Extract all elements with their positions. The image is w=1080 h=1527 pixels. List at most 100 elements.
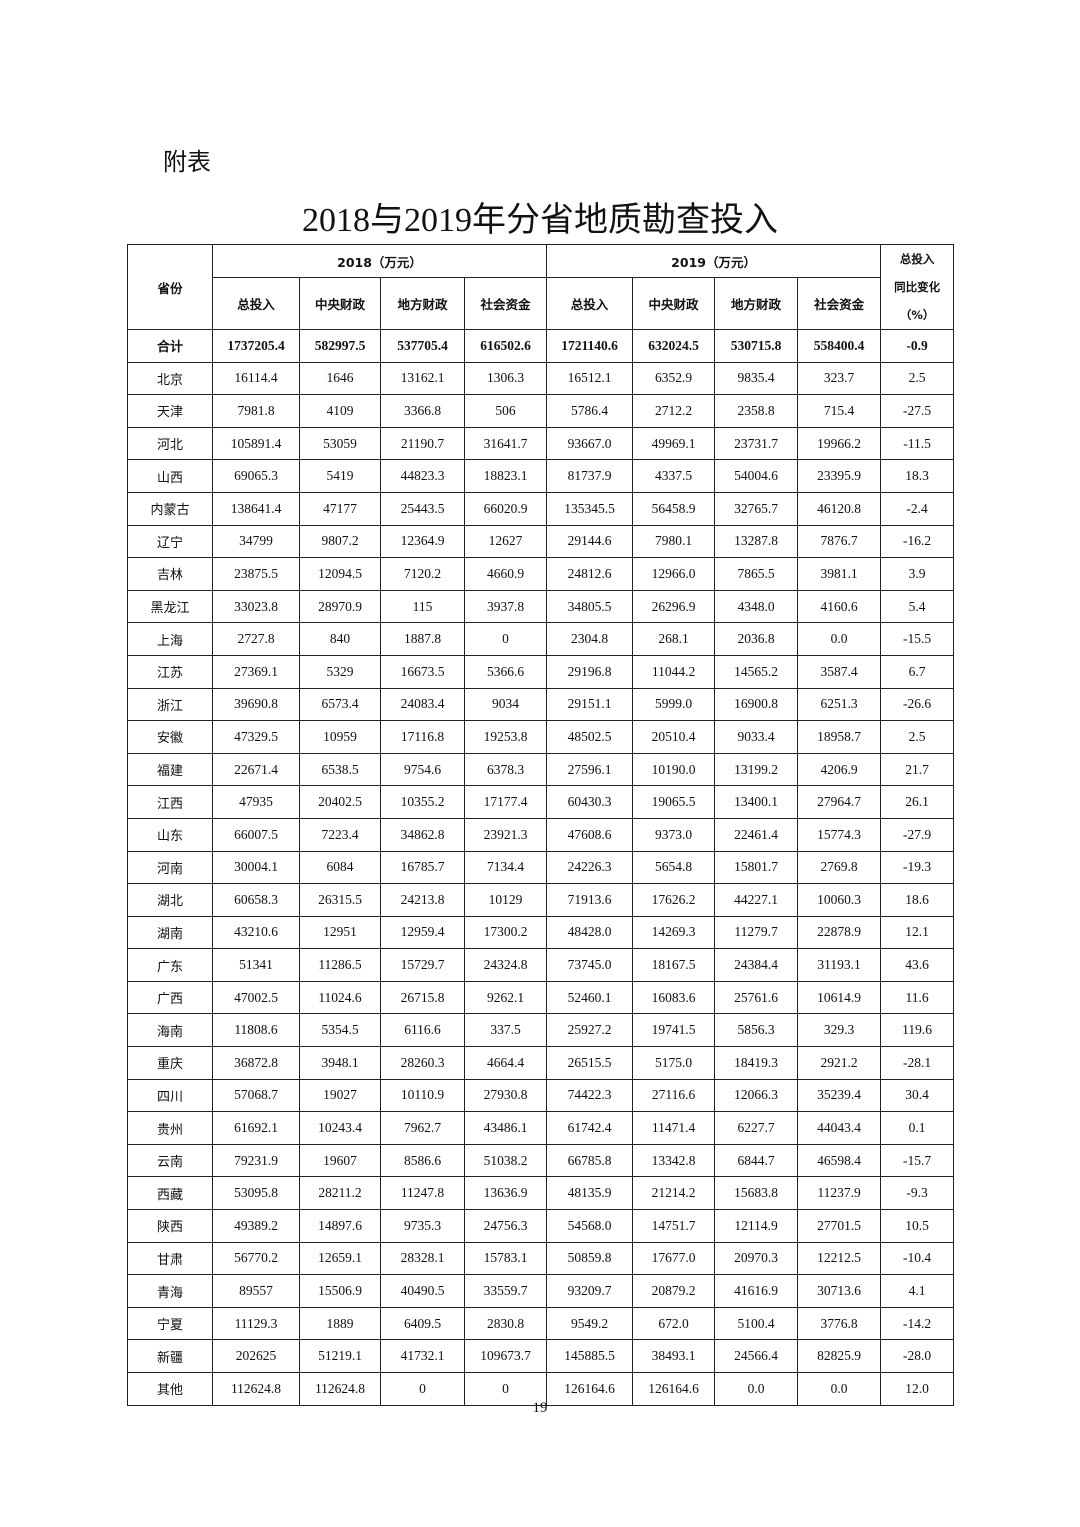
value-cell: 9262.1 [463,980,548,1015]
value-cell: 6844.7 [714,1143,799,1178]
province-cell: 海南 [127,1013,213,1048]
value-cell: -28.1 [880,1046,955,1080]
province-cell: 陕西 [127,1209,213,1243]
value-cell: 7223.4 [299,817,381,852]
value-cell: 18419.3 [714,1046,799,1080]
value-cell: 2769.8 [797,850,882,885]
value-cell: 16114.4 [212,361,300,396]
value-cell: 56770.2 [212,1241,300,1276]
value-cell: 34862.8 [380,817,465,852]
value-cell: 44043.4 [797,1111,882,1145]
value-cell: -2.4 [880,491,955,526]
value-cell: 12.0 [880,1372,955,1406]
value-cell: 1737205.4 [212,329,300,363]
value-cell: 20402.5 [299,785,381,819]
total-row: 合计 1737205.4 582997.5 537705.4 616502.6 17211… [127,329,955,363]
value-cell: 323.7 [797,361,882,396]
subheader-2019-6: 地方财政 [714,277,799,330]
value-cell: 9835.4 [714,361,799,396]
value-cell: 33023.8 [212,589,300,624]
value-cell: 9549.2 [546,1306,634,1341]
value-cell: 12959.4 [380,915,465,950]
table-row: 广东 51341 11286.5 15729.7 24324.8 73745.0 18167… [127,948,955,982]
value-cell: 12094.5 [299,557,381,591]
value-cell: 6352.9 [632,361,716,396]
value-cell: 6409.5 [380,1306,465,1341]
value-cell: 5654.8 [632,850,716,885]
value-cell: 7120.2 [380,557,465,591]
value-cell: 12114.9 [714,1209,799,1243]
page-title: 2018与2019年分省地质勘查投入 [302,202,778,239]
value-cell: 31193.1 [797,948,882,982]
value-cell: 9373.0 [632,817,716,852]
value-cell: 12212.5 [797,1241,882,1276]
value-cell: 3.9 [880,557,955,591]
value-cell: 54004.6 [714,459,799,493]
value-cell: 48135.9 [546,1176,634,1211]
province-cell: 江西 [127,785,213,819]
province-cell: 其他 [127,1372,213,1406]
value-cell: 18.3 [880,459,955,493]
value-cell: 10355.2 [380,785,465,819]
value-cell: 0 [463,622,548,656]
value-cell: 43210.6 [212,915,300,950]
value-cell: 7980.1 [632,524,716,559]
value-cell: 16673.5 [380,654,465,689]
table-row: 内蒙古 138641.4 47177 25443.5 66020.9 135345.5 56… [127,491,955,526]
value-cell: 19741.5 [632,1013,716,1048]
value-cell: 35239.4 [797,1078,882,1113]
subheader-2018-1: 中央财政 [299,277,381,330]
province-cell: 西藏 [127,1176,213,1211]
value-cell: 337.5 [463,1013,548,1048]
value-cell: 36872.8 [212,1046,300,1080]
value-cell: 19253.8 [463,720,548,754]
province-cell: 辽宁 [127,524,213,559]
value-cell: 2830.8 [463,1306,548,1341]
value-cell: 616502.6 [463,329,548,363]
value-cell: 11279.7 [714,915,799,950]
province-cell: 安徽 [127,720,213,754]
table-row: 新疆 202625 51219.1 41732.1 109673.7 145885.5 38… [127,1339,955,1373]
table-row: 江苏 27369.1 5329 16673.5 5366.6 29196.8 11044.2… [127,654,955,689]
table-row: 其他 112624.8 112624.8 0 0 126164.6 126164.6 0.0 0… [127,1372,955,1406]
value-cell: 109673.7 [463,1339,548,1373]
table-row: 江西 47935 20402.5 10355.2 17177.4 60430.3 19065… [127,785,955,819]
value-cell: 0.1 [880,1111,955,1145]
value-cell: 51341 [212,948,300,982]
value-cell: 18823.1 [463,459,548,493]
province-cell: 天津 [127,394,213,428]
value-cell: 1887.8 [380,622,465,656]
value-cell: 47935 [212,785,300,819]
value-cell: 3776.8 [797,1306,882,1341]
value-cell: 23731.7 [714,426,799,461]
province-cell: 湖北 [127,883,213,917]
value-cell: 2712.2 [632,394,716,428]
value-cell: 16785.7 [380,850,465,885]
table-row: 黑龙江 33023.8 28970.9 115 3937.8 34805.5 26296.9… [127,589,955,624]
value-cell: 329.3 [797,1013,882,1048]
table-row: 湖南 43210.6 12951 12959.4 17300.2 48428.0 14269… [127,915,955,950]
value-cell: 27930.8 [463,1078,548,1113]
value-cell: 61692.1 [212,1111,300,1145]
value-cell: 8586.6 [380,1143,465,1178]
table-row: 宁夏 11129.3 1889 6409.5 2830.8 9549.2 672.0 5100… [127,1306,955,1341]
province-cell: 江苏 [127,654,213,689]
province-cell: 吉林 [127,557,213,591]
value-cell: 1646 [299,361,381,396]
value-cell: 0.0 [797,1372,882,1406]
value-cell: 28211.2 [299,1176,381,1211]
value-cell: 11286.5 [299,948,381,982]
province-cell: 新疆 [127,1339,213,1373]
value-cell: 43486.1 [463,1111,548,1145]
value-cell: 3366.8 [380,394,465,428]
table-row: 甘肃 56770.2 12659.1 28328.1 15783.1 50859.8 176… [127,1241,955,1276]
value-cell: 1721140.6 [546,329,634,363]
value-cell: 11237.9 [797,1176,882,1211]
value-cell: -27.9 [880,817,955,852]
value-cell: 60658.3 [212,883,300,917]
value-cell: 22878.9 [797,915,882,950]
value-cell: 2304.8 [546,622,634,656]
value-cell: -9.3 [880,1176,955,1211]
value-cell: 46120.8 [797,491,882,526]
table-row: 云南 79231.9 19607 8586.6 51038.2 66785.8 13342.… [127,1143,955,1178]
